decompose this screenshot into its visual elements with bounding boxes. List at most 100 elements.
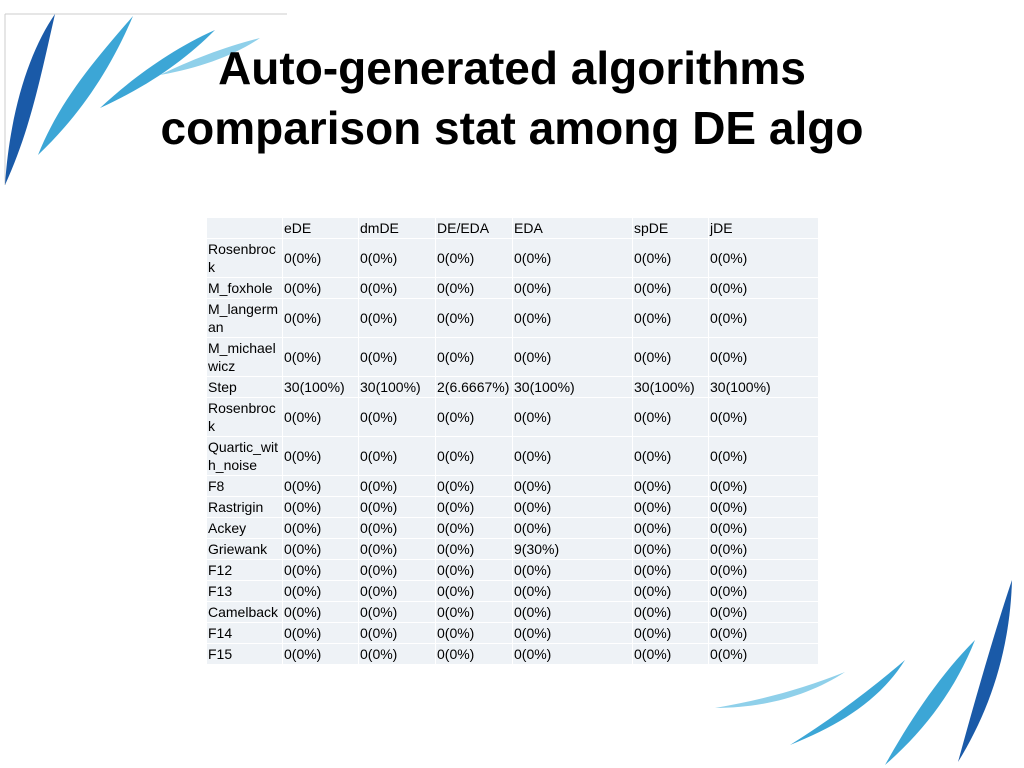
header-cell: DE/EDA: [435, 217, 513, 239]
cell: 0(0%): [358, 277, 436, 299]
cell: 0(0%): [358, 580, 436, 602]
cell: 0(0%): [358, 622, 436, 644]
row-label: Rosenbrock: [206, 238, 283, 278]
cell: 0(0%): [512, 277, 633, 299]
cell: 0(0%): [282, 538, 359, 560]
row-label: M_langerman: [206, 298, 283, 338]
row: Rosenbrock 0(0%) 0(0%) 0(0%) 0(0%) 0(0%) 0(0%): [206, 238, 819, 278]
row: F14 0(0%) 0(0%) 0(0%) 0(0%) 0(0%) 0(0%): [206, 622, 819, 644]
cell: 0(0%): [282, 601, 359, 623]
row-label: Griewank: [206, 538, 283, 560]
cell: 0(0%): [435, 538, 513, 560]
cell: 0(0%): [708, 337, 819, 377]
cell: 0(0%): [632, 601, 709, 623]
cell: 0(0%): [632, 517, 709, 539]
cell: 0(0%): [358, 559, 436, 581]
row: M_langerman 0(0%) 0(0%) 0(0%) 0(0%) 0(0%) 0(0%…: [206, 298, 819, 338]
cell: 0(0%): [632, 580, 709, 602]
row: Step 30(100%) 30(100%) 2(6.6667%) 30(100%) 30…: [206, 376, 819, 398]
cell: 0(0%): [435, 559, 513, 581]
cell: 0(0%): [632, 238, 709, 278]
cell: 0(0%): [708, 517, 819, 539]
cell: 0(0%): [358, 238, 436, 278]
cell: 0(0%): [435, 277, 513, 299]
cell: 0(0%): [282, 580, 359, 602]
row: F8 0(0%) 0(0%) 0(0%) 0(0%) 0(0%) 0(0%): [206, 475, 819, 497]
header-cell: [206, 217, 283, 239]
cell: 0(0%): [282, 298, 359, 338]
row: F15 0(0%) 0(0%) 0(0%) 0(0%) 0(0%) 0(0%): [206, 643, 819, 665]
row: F13 0(0%) 0(0%) 0(0%) 0(0%) 0(0%) 0(0%): [206, 580, 819, 602]
cell: 0(0%): [512, 643, 633, 665]
cell: 0(0%): [358, 643, 436, 665]
cell: 0(0%): [435, 436, 513, 476]
cell: 0(0%): [632, 496, 709, 518]
cell: 0(0%): [632, 538, 709, 560]
cell: 0(0%): [435, 643, 513, 665]
row: M_michaelwicz 0(0%) 0(0%) 0(0%) 0(0%) 0(0%) 0(…: [206, 337, 819, 377]
cell: 0(0%): [512, 559, 633, 581]
row-label: F15: [206, 643, 283, 665]
cell: 0(0%): [708, 277, 819, 299]
row-label: Ackey: [206, 517, 283, 539]
row-label: Step: [206, 376, 283, 398]
cell: 0(0%): [435, 475, 513, 497]
cell: 0(0%): [358, 337, 436, 377]
cell: 9(30%): [512, 538, 633, 560]
cell: 0(0%): [708, 397, 819, 437]
cell: 0(0%): [282, 277, 359, 299]
row: Rastrigin 0(0%) 0(0%) 0(0%) 0(0%) 0(0%) 0(0%): [206, 496, 819, 518]
cell: 0(0%): [282, 475, 359, 497]
cell: 0(0%): [512, 298, 633, 338]
cell: 0(0%): [708, 580, 819, 602]
cell: 0(0%): [282, 643, 359, 665]
cell: 0(0%): [708, 475, 819, 497]
cell: 0(0%): [358, 397, 436, 437]
cell: 0(0%): [708, 238, 819, 278]
row: Camelback 0(0%) 0(0%) 0(0%) 0(0%) 0(0%) 0(0%): [206, 601, 819, 623]
row-label: M_michaelwicz: [206, 337, 283, 377]
cell: 0(0%): [282, 238, 359, 278]
cell: 0(0%): [708, 601, 819, 623]
cell: 0(0%): [435, 580, 513, 602]
cell: 0(0%): [632, 559, 709, 581]
cell: 0(0%): [632, 298, 709, 338]
cell: 0(0%): [512, 517, 633, 539]
cell: 0(0%): [512, 397, 633, 437]
cell: 0(0%): [708, 559, 819, 581]
cell: 0(0%): [358, 436, 436, 476]
header-cell: dmDE: [358, 217, 436, 239]
cell: 0(0%): [282, 517, 359, 539]
cell: 0(0%): [708, 496, 819, 518]
cell: 0(0%): [435, 298, 513, 338]
cell: 0(0%): [358, 538, 436, 560]
cell: 0(0%): [358, 496, 436, 518]
header-cell: EDA: [512, 217, 633, 239]
row: M_foxhole 0(0%) 0(0%) 0(0%) 0(0%) 0(0%) 0(0%): [206, 277, 819, 299]
row: Ackey 0(0%) 0(0%) 0(0%) 0(0%) 0(0%) 0(0%): [206, 517, 819, 539]
cell: 0(0%): [435, 496, 513, 518]
cell: 0(0%): [708, 622, 819, 644]
cell: 0(0%): [632, 436, 709, 476]
cell: 0(0%): [708, 538, 819, 560]
cell: 0(0%): [512, 601, 633, 623]
row: Quartic_with_noise 0(0%) 0(0%) 0(0%) 0(0%) 0(…: [206, 436, 819, 476]
cell: 30(100%): [708, 376, 819, 398]
row-label: F12: [206, 559, 283, 581]
cell: 0(0%): [282, 337, 359, 377]
cell: 0(0%): [512, 580, 633, 602]
row-label: Rosenbrock: [206, 397, 283, 437]
header-cell: eDE: [282, 217, 359, 239]
row: Griewank 0(0%) 0(0%) 0(0%) 9(30%) 0(0%) 0(0%): [206, 538, 819, 560]
cell: 0(0%): [435, 517, 513, 539]
cell: 0(0%): [282, 397, 359, 437]
row-label: Rastrigin: [206, 496, 283, 518]
cell: 30(100%): [632, 376, 709, 398]
cell: 30(100%): [282, 376, 359, 398]
row-label: F14: [206, 622, 283, 644]
cell: 0(0%): [512, 475, 633, 497]
cell: 0(0%): [708, 643, 819, 665]
cell: 0(0%): [282, 496, 359, 518]
header-row: eDE dmDE DE/EDA EDA spDE jDE: [206, 217, 819, 239]
title: Auto-generated algorithms comparison sta…: [160, 42, 864, 154]
